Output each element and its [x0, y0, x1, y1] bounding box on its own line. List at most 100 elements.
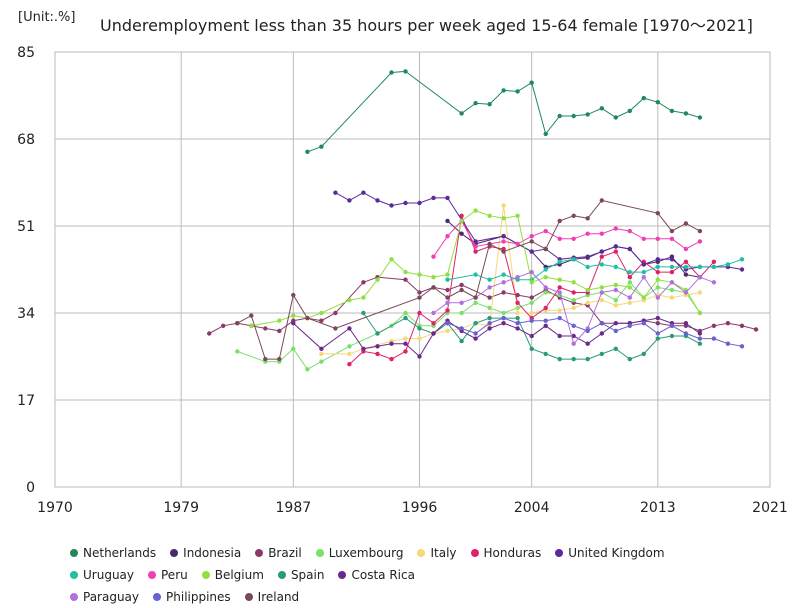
data-point — [529, 234, 534, 239]
legend-item[interactable]: Belgium — [201, 568, 264, 582]
legend-item[interactable]: Indonesia — [170, 546, 241, 560]
legend-item[interactable]: Ireland — [244, 590, 299, 604]
data-point — [473, 336, 478, 341]
data-point — [697, 290, 703, 295]
legend-item[interactable]: United Kingdom — [555, 546, 665, 560]
legend-item[interactable]: Philippines — [153, 590, 231, 604]
data-point — [417, 326, 422, 331]
data-point — [361, 280, 366, 285]
data-point — [515, 213, 520, 218]
legend-row: Paraguay Philippines Ireland — [70, 586, 770, 608]
legend-row: Netherlands Indonesia Brazil Luxembourg Ital… — [70, 542, 770, 564]
y-tick-label: 51 — [17, 219, 35, 235]
data-point — [613, 249, 618, 254]
legend-item[interactable]: Brazil — [255, 546, 302, 560]
data-point — [319, 318, 324, 323]
data-point — [683, 264, 689, 270]
data-point — [515, 300, 520, 305]
data-point — [655, 315, 660, 321]
data-point — [669, 257, 675, 262]
data-point — [487, 295, 492, 300]
data-point — [459, 282, 464, 288]
data-point — [711, 264, 717, 270]
data-point — [585, 264, 590, 270]
data-point — [319, 310, 324, 316]
data-point — [725, 341, 731, 346]
data-point — [655, 277, 660, 282]
data-point — [557, 308, 562, 313]
data-point — [627, 108, 632, 114]
data-point — [417, 354, 422, 359]
legend-marker-icon — [255, 549, 264, 557]
data-point — [669, 108, 675, 114]
data-point — [445, 234, 450, 239]
data-point — [249, 313, 254, 318]
data-point — [459, 231, 464, 236]
data-point — [459, 310, 464, 316]
legend-item[interactable]: Italy — [417, 546, 457, 560]
data-point — [655, 336, 660, 341]
legend-item[interactable]: Peru — [148, 568, 188, 582]
data-point — [655, 269, 660, 275]
data-point — [445, 195, 450, 201]
data-point — [431, 275, 436, 280]
legend-marker-icon — [470, 549, 479, 557]
data-point — [459, 338, 464, 344]
data-point — [347, 362, 352, 367]
data-point — [697, 264, 703, 270]
legend-item[interactable]: Spain — [277, 568, 325, 582]
legend-item[interactable]: Costa Rica — [338, 568, 415, 582]
data-point — [543, 285, 548, 290]
legend-label: Indonesia — [183, 546, 242, 560]
data-point — [697, 341, 703, 346]
data-point — [445, 321, 450, 326]
legend-label: Belgium — [214, 568, 264, 582]
data-point — [739, 323, 745, 328]
data-point — [347, 344, 352, 349]
data-point — [235, 321, 240, 326]
legend-item[interactable]: Honduras — [470, 546, 542, 560]
data-point — [697, 239, 703, 244]
data-point — [627, 280, 632, 285]
legend-item[interactable]: Uruguay — [70, 568, 134, 582]
legend-item[interactable]: Luxembourg — [315, 546, 403, 560]
legend-label: Italy — [430, 546, 457, 560]
data-point — [515, 292, 520, 298]
data-point — [501, 310, 506, 316]
data-point — [627, 323, 632, 328]
legend-label: Spain — [290, 568, 325, 582]
legend-item[interactable]: Netherlands — [70, 546, 156, 560]
data-point — [571, 257, 576, 262]
data-point — [333, 190, 338, 195]
data-point — [613, 346, 618, 351]
data-point — [417, 272, 422, 277]
data-point — [347, 326, 352, 331]
data-point — [403, 310, 408, 316]
legend-item[interactable]: Paraguay — [70, 590, 139, 604]
legend-label: Brazil — [268, 546, 302, 560]
data-point — [655, 321, 660, 326]
data-point — [529, 80, 534, 85]
series-line — [251, 210, 701, 327]
data-point — [697, 115, 703, 120]
legend-label: Honduras — [483, 546, 542, 560]
data-point — [739, 267, 745, 272]
data-point — [711, 280, 717, 285]
data-point — [711, 323, 717, 328]
y-tick-label: 85 — [17, 45, 35, 61]
legend-row: Uruguay Peru Belgium Spain Costa Rica — [70, 564, 770, 586]
data-point — [515, 321, 520, 326]
data-point — [417, 336, 422, 341]
data-point — [683, 111, 689, 116]
data-point — [599, 262, 604, 267]
data-point — [487, 285, 492, 290]
data-point — [557, 315, 562, 321]
data-point — [389, 356, 394, 362]
data-point — [459, 218, 464, 224]
data-point — [529, 239, 534, 244]
x-tick-label: 2013 — [640, 500, 676, 516]
data-point — [599, 331, 604, 336]
data-point — [473, 244, 478, 249]
data-point — [417, 200, 422, 206]
data-point — [501, 272, 506, 277]
